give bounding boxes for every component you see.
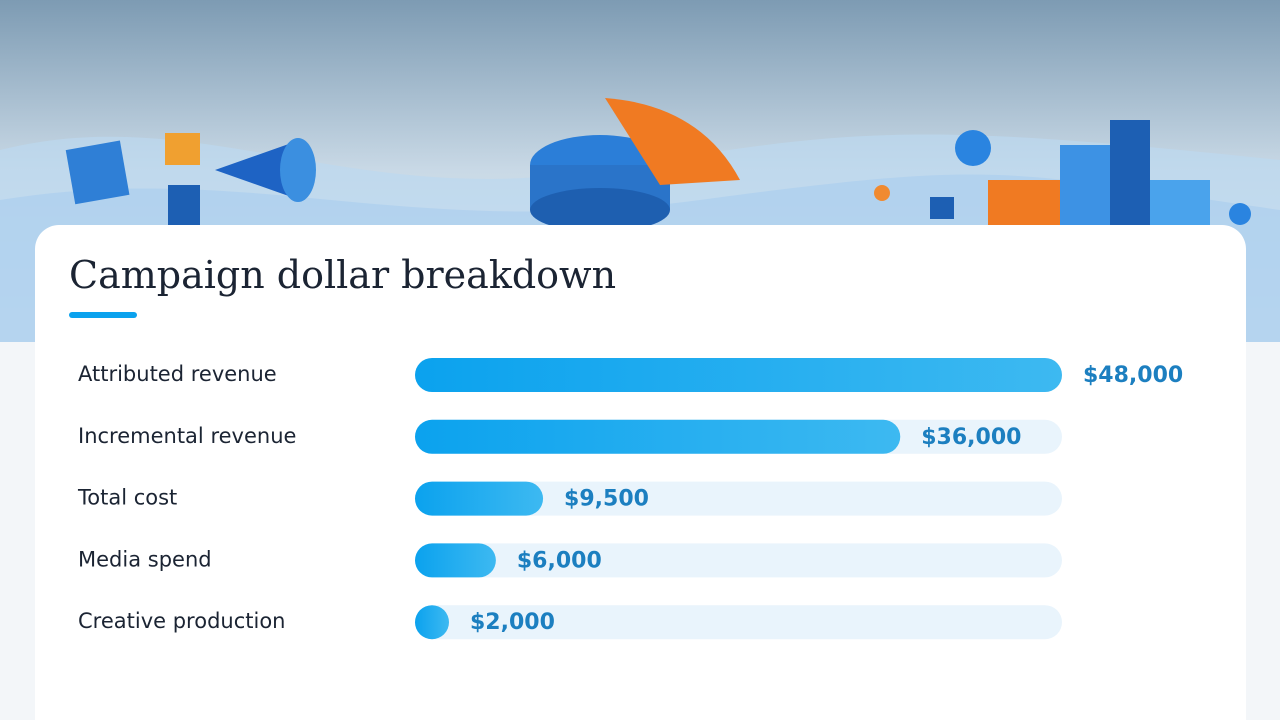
category-label: Total cost [77,486,177,510]
value-label: $2,000 [470,610,555,635]
title-underline [69,312,137,318]
category-label: Creative production [78,609,285,633]
value-label: $48,000 [1083,363,1183,388]
category-label: Incremental revenue [78,424,296,448]
value-label: $6,000 [517,548,602,573]
bar [415,481,544,516]
bar-track [415,543,1062,578]
bar [415,419,901,454]
value-label: $9,500 [564,487,649,512]
category-label: Attributed revenue [78,362,277,386]
card [35,225,1246,720]
bar-track [415,481,1062,516]
value-label: $36,000 [921,425,1021,450]
bar [415,543,496,578]
plot: Attributed revenue $48,000 Incremental rev… [77,358,1183,640]
bar [415,358,1062,392]
chart-title: Campaign dollar breakdown [69,253,616,297]
bar-track [415,605,1062,640]
category-label: Media spend [78,547,212,571]
bar [415,605,449,640]
